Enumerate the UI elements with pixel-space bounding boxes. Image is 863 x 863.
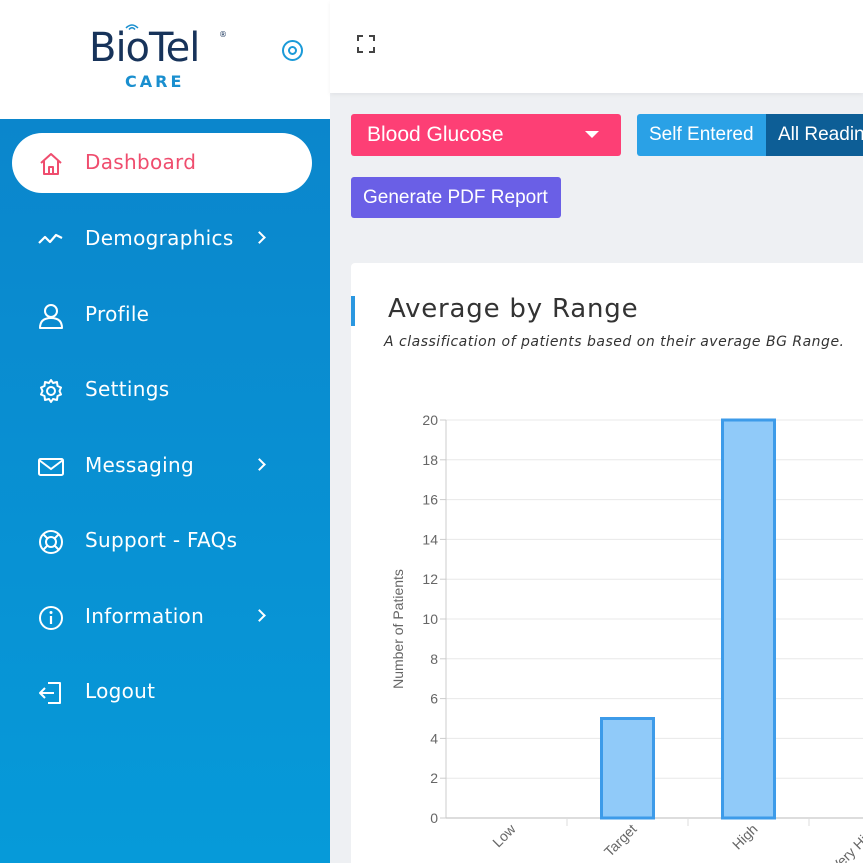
y-tick-label: 14 [422,531,438,547]
logout-icon [39,682,61,704]
y-tick-label: 4 [430,730,438,746]
all-readings-label: All Readings [778,124,863,145]
sidebar-item-support-faqs[interactable]: Support - FAQs [12,511,312,571]
x-tick-label: High [729,821,761,853]
brand-logo: BioTel [89,25,200,71]
sidebar-item-label: Messaging [85,453,194,477]
sidebar-pin-button[interactable] [282,40,303,61]
all-readings-button[interactable]: All Readings [766,114,863,156]
info-icon [39,606,63,630]
sidebar-item-label: Information [85,604,205,628]
sidebar-item-information[interactable]: Information [12,587,312,647]
y-axis-title: Number of Patients [390,569,406,689]
user-icon [39,304,63,329]
self-entered-button[interactable]: Self Entered [637,114,766,156]
y-tick-label: 16 [422,492,438,508]
sidebar-item-label: Settings [85,377,170,401]
y-tick-label: 12 [422,571,438,587]
sidebar: BioTel ® CARE Dashboard Demographics Pro… [0,0,330,863]
sidebar-item-label: Demographics [85,226,234,250]
metric-select[interactable]: Blood Glucose [351,114,621,156]
sidebar-item-label: Profile [85,302,150,326]
card-subtitle: A classification of patients based on th… [384,334,845,350]
chevron-right-icon [253,458,266,471]
sidebar-item-profile[interactable]: Profile [12,285,312,345]
y-tick-label: 10 [422,611,438,627]
sidebar-item-messaging[interactable]: Messaging [12,436,312,496]
home-icon [40,153,62,175]
y-tick-label: 2 [430,770,438,786]
logo-area: BioTel ® CARE [0,0,330,119]
average-by-range-chart: 0 2 4 6 8 10 12 14 16 18 20 Number of Patients Low Ta… [390,412,863,863]
y-tick-label: 6 [430,691,438,707]
caret-down-icon [585,131,599,138]
sidebar-item-settings[interactable]: Settings [12,360,312,420]
gear-icon [40,379,62,403]
chevron-right-icon [253,609,266,622]
chevron-right-icon [253,231,266,244]
x-tick-label: Low [489,820,519,850]
y-tick-label: 8 [430,651,438,667]
sidebar-item-dashboard[interactable]: Dashboard [12,133,312,193]
signal-icon [125,24,139,31]
x-tick-label: Very High [827,821,863,863]
sidebar-item-demographics[interactable]: Demographics [12,209,312,269]
envelope-icon [38,458,64,476]
lifebuoy-icon [39,530,63,554]
sidebar-item-logout[interactable]: Logout [12,662,312,722]
sidebar-item-label: Logout [85,679,156,703]
trend-line-icon [38,233,63,244]
metric-select-value: Blood Glucose [367,123,504,146]
x-tick-label: Target [601,821,640,860]
y-tick-label: 0 [430,810,438,826]
y-tick-label: 18 [422,452,438,468]
y-tick-label: 20 [422,412,438,428]
fullscreen-icon[interactable] [356,34,376,54]
card-accent [351,296,355,326]
brand-sub: CARE [125,72,185,91]
generate-pdf-button[interactable]: Generate PDF Report [351,177,561,218]
self-entered-label: Self Entered [649,124,754,145]
bar-high [721,418,776,820]
card-title: Average by Range [388,294,639,324]
sidebar-item-label: Support - FAQs [85,528,238,552]
top-bar [330,0,863,93]
brand-registered: ® [219,30,227,39]
bar-target [600,717,655,820]
generate-pdf-label: Generate PDF Report [363,187,548,208]
sidebar-item-label: Dashboard [85,150,197,174]
